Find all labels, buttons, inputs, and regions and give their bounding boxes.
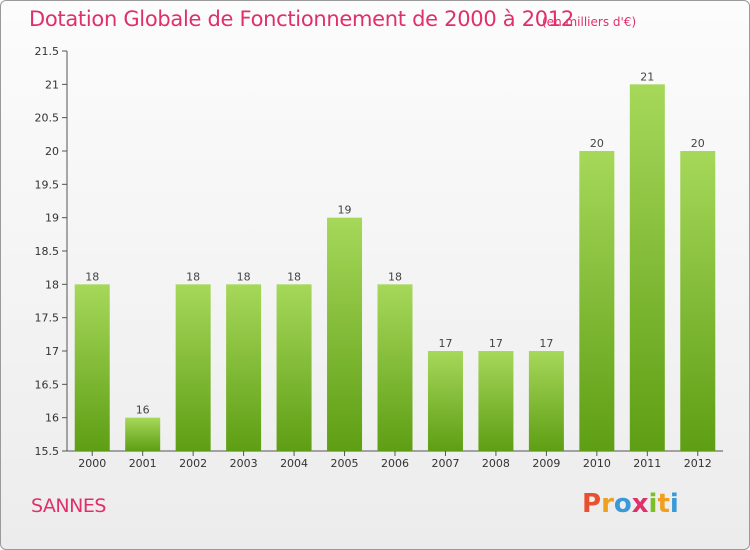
- y-tick-label: 18.5: [35, 245, 60, 258]
- bar-2003: [226, 284, 262, 451]
- y-tick-label: 17: [45, 345, 59, 358]
- y-tick-label: 21: [45, 78, 59, 91]
- logo-letter: x: [631, 489, 649, 519]
- x-tick-label: 2000: [78, 457, 106, 470]
- value-label: 19: [338, 204, 352, 217]
- x-tick-label: 2008: [482, 457, 510, 470]
- chart-subtitle: (en milliers d'€): [542, 15, 637, 29]
- y-tick-label: 15.5: [35, 445, 60, 458]
- bar-2002: [175, 284, 211, 451]
- x-tick-label: 2006: [381, 457, 409, 470]
- logo-letter: i: [669, 489, 679, 519]
- bar-2009: [528, 351, 564, 451]
- bar-2006: [377, 284, 413, 451]
- bar-2000: [74, 284, 110, 451]
- x-tick-label: 2005: [331, 457, 359, 470]
- proxiti-logo: Proxiti: [582, 489, 679, 519]
- y-tick-label: 19.5: [35, 178, 60, 191]
- value-label: 18: [186, 270, 200, 283]
- y-tick-label: 18: [45, 278, 59, 291]
- logo-letter: P: [582, 489, 602, 519]
- value-label: 18: [85, 270, 99, 283]
- value-label: 17: [438, 337, 452, 350]
- value-label: 21: [640, 70, 654, 83]
- value-label: 20: [590, 137, 604, 150]
- y-tick-label: 16.5: [35, 378, 60, 391]
- value-label: 17: [489, 337, 503, 350]
- x-tick-label: 2009: [532, 457, 560, 470]
- bar-2012: [680, 151, 716, 451]
- x-tick-label: 2004: [280, 457, 308, 470]
- x-tick-label: 2011: [633, 457, 661, 470]
- y-tick-label: 20: [45, 145, 59, 158]
- logo-letter: r: [601, 489, 614, 519]
- bar-2005: [327, 217, 363, 451]
- chart-axes: 15.5 16 16.5 17 17.5 18 18.5 19 19.5 20 20.5 21 21.5: [35, 45, 723, 458]
- value-label: 20: [691, 137, 705, 150]
- x-tick-label: 2002: [179, 457, 207, 470]
- x-tick-label: 2003: [230, 457, 258, 470]
- logo-letter: o: [613, 489, 632, 519]
- value-label: 18: [237, 270, 251, 283]
- value-label: 18: [287, 270, 301, 283]
- y-tick-label: 16: [45, 412, 59, 425]
- bar-2010: [579, 151, 615, 451]
- bar-2008: [478, 351, 514, 451]
- logo-letter: i: [648, 489, 658, 519]
- x-tick-label: 2001: [129, 457, 157, 470]
- x-tick-label: 2010: [583, 457, 611, 470]
- bar-2007: [427, 351, 463, 451]
- chart-title: Dotation Globale de Fonctionnement de 20…: [29, 7, 574, 31]
- x-tick-label: 2012: [684, 457, 712, 470]
- bar-2001: [125, 417, 161, 451]
- x-tick-label: 2007: [431, 457, 459, 470]
- logo-letter: t: [657, 489, 670, 519]
- value-label: 18: [388, 270, 402, 283]
- y-tick-label: 19: [45, 212, 59, 225]
- value-label: 16: [136, 404, 150, 417]
- chart-bars: [74, 84, 716, 451]
- commune-name: SANNES: [31, 495, 106, 517]
- y-tick-label: 21.5: [35, 45, 60, 58]
- y-tick-label: 17.5: [35, 312, 60, 325]
- chart-labels: 2000 18 2001 16 2002 18 2003 18 2004 18 2005 19 2006…: [78, 70, 712, 470]
- value-label: 17: [539, 337, 553, 350]
- y-tick-label: 20.5: [35, 112, 60, 125]
- bar-2011: [629, 84, 665, 451]
- bar-2004: [276, 284, 312, 451]
